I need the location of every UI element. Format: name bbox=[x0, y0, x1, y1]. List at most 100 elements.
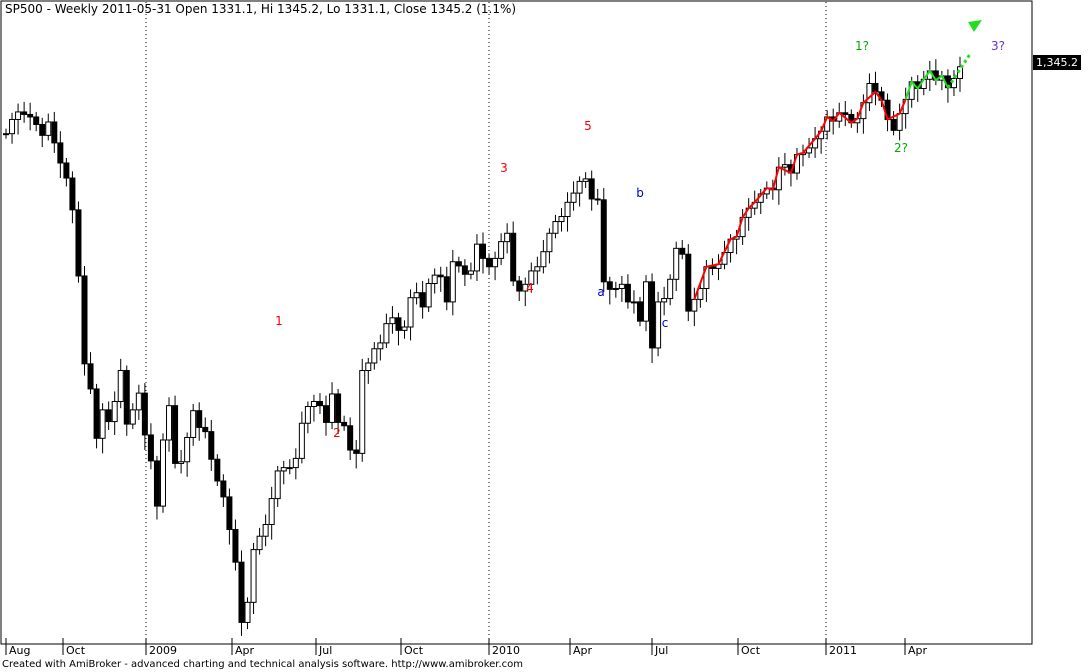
candle-body bbox=[341, 421, 348, 427]
footer-credit: Created with AmiBroker - advanced charti… bbox=[2, 659, 524, 670]
candle-body bbox=[425, 282, 432, 308]
last-price-tag: 1,345.2 bbox=[1033, 55, 1081, 70]
wave-label-1: 1 bbox=[275, 314, 283, 328]
candle-body bbox=[866, 82, 873, 104]
candle-body bbox=[950, 77, 957, 89]
candle-body bbox=[522, 283, 529, 292]
candle-body bbox=[673, 247, 680, 280]
candle-body bbox=[184, 436, 191, 463]
candle-body bbox=[274, 470, 281, 500]
x-tick-label: 2009 bbox=[149, 644, 177, 657]
candle-body bbox=[896, 113, 903, 131]
candle-body bbox=[890, 118, 897, 131]
candle-body bbox=[461, 265, 468, 275]
candle-body bbox=[45, 121, 52, 136]
candle-body bbox=[323, 405, 330, 423]
candle-body bbox=[226, 496, 233, 531]
candle-body bbox=[624, 283, 631, 303]
candle-body bbox=[353, 449, 360, 454]
candle-body bbox=[87, 363, 94, 390]
candle-body bbox=[643, 281, 650, 322]
candle-body bbox=[250, 549, 257, 603]
candle-body bbox=[220, 480, 227, 498]
candle-body bbox=[570, 192, 577, 203]
candle-body bbox=[667, 278, 674, 300]
candle-body bbox=[365, 362, 372, 372]
wave-label-5: 5 bbox=[584, 119, 592, 133]
x-tick-label: 2010 bbox=[492, 644, 520, 657]
candle-body bbox=[407, 297, 414, 328]
candle-body bbox=[419, 292, 426, 308]
wave-label-2: 2 bbox=[333, 426, 341, 440]
candle-body bbox=[214, 458, 221, 482]
candle-body bbox=[618, 283, 625, 290]
candle-body bbox=[123, 370, 130, 425]
wave-label-b: b bbox=[636, 186, 644, 200]
candle-body bbox=[510, 232, 517, 282]
x-axis: Aug Oct 2009 Apr Jul Oct 2010 Apr Jul Oct 2011 Apr bbox=[5, 638, 928, 657]
candle-body bbox=[69, 177, 76, 211]
candle-body bbox=[806, 147, 813, 154]
candle-body bbox=[534, 266, 541, 272]
wave-label-3: 3 bbox=[500, 161, 508, 175]
candle-body bbox=[178, 461, 185, 464]
candle-body bbox=[147, 434, 154, 462]
candle-body bbox=[612, 288, 619, 291]
wave-label-4: 4 bbox=[526, 281, 534, 295]
candle-body bbox=[480, 243, 486, 259]
wave-label-2-q: 2? bbox=[894, 141, 908, 155]
candle-body bbox=[546, 232, 553, 253]
candle-body bbox=[455, 261, 462, 267]
candlestick-series bbox=[3, 56, 963, 636]
wave-label-c: c bbox=[662, 316, 669, 330]
candle-body bbox=[443, 276, 450, 303]
candle-body bbox=[135, 392, 142, 411]
candle-body bbox=[606, 281, 613, 290]
x-tick-label: 2011 bbox=[829, 644, 857, 657]
candle-body bbox=[15, 111, 22, 120]
candle-body bbox=[196, 410, 203, 428]
candle-body bbox=[256, 535, 263, 551]
candle-body bbox=[709, 266, 716, 269]
candle-body bbox=[117, 370, 124, 402]
candle-body bbox=[377, 342, 384, 350]
candle-body bbox=[81, 275, 88, 365]
candle-body bbox=[564, 201, 571, 218]
candle-body bbox=[630, 301, 637, 304]
candle-body bbox=[129, 409, 136, 425]
candle-body bbox=[413, 292, 420, 299]
candle-body bbox=[486, 257, 493, 268]
candle-body bbox=[516, 280, 523, 292]
candle-body bbox=[540, 251, 547, 268]
wave-paths bbox=[693, 20, 982, 300]
candle-body bbox=[202, 426, 209, 433]
candle-body bbox=[3, 133, 9, 136]
candle-body bbox=[27, 113, 34, 118]
candle-body bbox=[649, 281, 656, 349]
candle-body bbox=[576, 180, 583, 194]
candle-body bbox=[21, 111, 28, 115]
candle-body bbox=[298, 422, 305, 459]
candle-body bbox=[262, 524, 269, 537]
x-tick-label: Oct bbox=[741, 644, 761, 657]
candle-body bbox=[528, 270, 535, 285]
candle-body bbox=[781, 164, 788, 168]
candle-body bbox=[329, 393, 336, 423]
candle-body bbox=[208, 431, 215, 460]
candle-body bbox=[594, 198, 601, 201]
x-tick-label: Apr bbox=[235, 644, 255, 657]
candle-body bbox=[33, 116, 40, 125]
candle-body bbox=[498, 241, 505, 259]
candle-body bbox=[655, 301, 662, 349]
year-gridlines bbox=[145, 2, 827, 643]
candle-body bbox=[395, 317, 402, 331]
candle-body bbox=[449, 261, 456, 303]
candle-body bbox=[492, 257, 499, 268]
x-tick-label: Oct bbox=[404, 644, 424, 657]
candle-body bbox=[268, 498, 275, 526]
candle-body bbox=[304, 406, 311, 424]
candle-body bbox=[504, 232, 511, 243]
wave-labels: 1 2 3 4 5 a b c 1? 2? 3? bbox=[275, 39, 1005, 440]
chart-title: SP500 - Weekly 2011-05-31 Open 1331.1, H… bbox=[5, 2, 517, 16]
